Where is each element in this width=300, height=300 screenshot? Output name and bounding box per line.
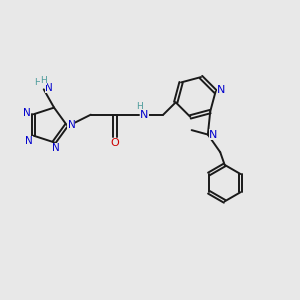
Text: H: H <box>34 78 40 87</box>
Text: H: H <box>136 102 143 111</box>
Text: N: N <box>23 108 31 118</box>
Text: H: H <box>40 76 47 85</box>
Text: N: N <box>209 130 217 140</box>
Text: N: N <box>217 85 226 95</box>
Text: N: N <box>52 142 59 153</box>
Text: N: N <box>45 83 53 93</box>
Text: N: N <box>25 136 33 146</box>
Text: O: O <box>111 138 119 148</box>
Text: N: N <box>140 110 148 120</box>
Text: N: N <box>68 120 75 130</box>
